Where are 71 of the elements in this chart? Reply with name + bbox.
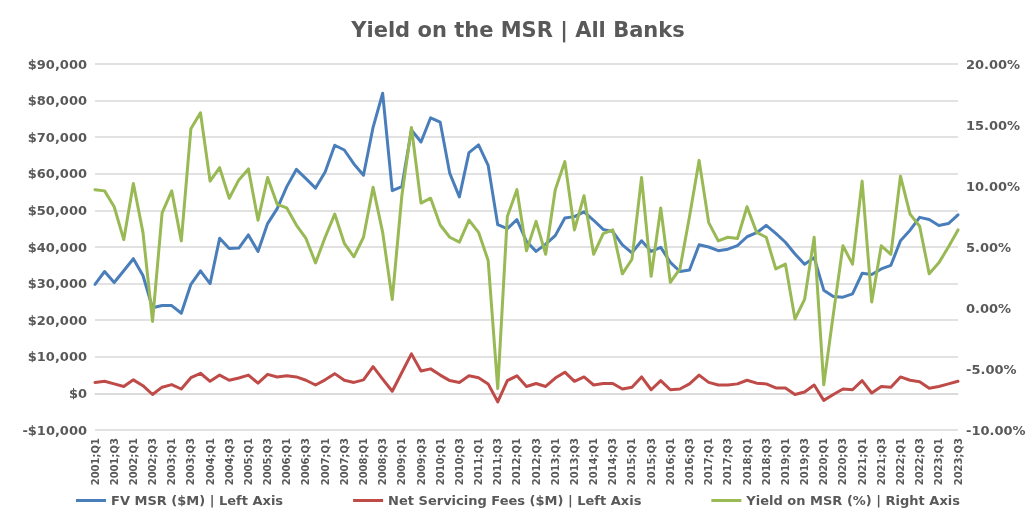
x-tick-label: 2022;Q3 (914, 437, 926, 486)
x-tick-label: 2023;Q3 (952, 437, 964, 486)
x-tick-label: 2014;Q3 (607, 437, 619, 486)
x-tick-label: 2018;Q1 (741, 437, 753, 486)
y-tick-label: $60,000 (27, 166, 87, 182)
x-tick-label: 2021;Q1 (856, 437, 868, 486)
x-tick-label: 2003;Q1 (166, 437, 178, 486)
x-tick-label: 2007;Q3 (338, 437, 350, 486)
legend-label: FV MSR ($M) | Left Axis (111, 493, 284, 508)
x-tick-label: 2023;Q1 (933, 437, 945, 486)
x-tick-label: 2021;Q3 (875, 437, 887, 486)
y2-tick-label: 0.00% (966, 300, 1012, 316)
x-tick-label: 2019;Q3 (799, 437, 811, 486)
x-tick-label: 2008;Q3 (377, 437, 389, 486)
x-tick-label: 2019;Q1 (779, 437, 791, 486)
x-tick-label: 2011;Q1 (473, 437, 485, 486)
x-tick-label: 2001;Q1 (89, 437, 101, 486)
y-tick-label: $50,000 (27, 202, 87, 218)
y2-tick-label: 10.00% (966, 178, 1021, 194)
line-series (93, 91, 960, 315)
x-tick-label: 2012;Q1 (511, 437, 523, 486)
x-tick-label: 2011;Q3 (492, 437, 504, 486)
x-tick-label: 2004;Q1 (204, 437, 216, 486)
line-series (93, 352, 960, 404)
y2-tick-label: 15.00% (966, 117, 1021, 133)
x-tick-label: 2004;Q3 (223, 437, 235, 486)
x-tick-label: 2020;Q3 (837, 437, 849, 486)
y-tick-label: $70,000 (27, 129, 87, 145)
x-tick-label: 2016;Q3 (684, 437, 696, 486)
x-tick-label: 2002;Q1 (127, 437, 139, 486)
x-tick-label: 2010;Q1 (434, 437, 446, 486)
legend-label: Net Servicing Fees ($M) | Left Axis (388, 493, 642, 508)
y-tick-label: $10,000 (27, 349, 87, 365)
y-tick-label: $30,000 (27, 276, 87, 292)
x-tick-label: 2014;Q1 (588, 437, 600, 486)
y2-tick-label: 20.00% (966, 56, 1021, 72)
y-tick-label: $90,000 (27, 56, 87, 72)
x-tick-label: 2020;Q1 (818, 437, 830, 486)
x-tick-label: 2009;Q1 (396, 437, 408, 486)
x-tick-label: 2016;Q1 (664, 437, 676, 486)
x-tick-label: 2005;Q3 (262, 437, 274, 486)
x-tick-label: 2015;Q1 (626, 437, 638, 486)
x-tick-label: 2002;Q3 (147, 437, 159, 486)
x-tick-label: 2012;Q3 (530, 437, 542, 486)
x-tick-label: 2001;Q3 (108, 437, 120, 486)
x-tick-label: 2018;Q3 (760, 437, 772, 486)
x-tick-label: 2008;Q1 (357, 437, 369, 486)
y-tick-label: $20,000 (27, 312, 87, 328)
x-tick-label: 2006;Q1 (281, 437, 293, 486)
chart-title: Yield on the MSR | All Banks (350, 17, 685, 43)
y2-tick-label: -5.00% (966, 361, 1017, 377)
y2-tick-label: 5.00% (966, 239, 1012, 255)
y-tick-label: $40,000 (27, 239, 87, 255)
x-tick-label: 2013;Q3 (568, 437, 580, 486)
y-tick-label: -$10,000 (22, 422, 87, 438)
x-tick-label: 2017;Q1 (703, 437, 715, 486)
x-tick-label: 2005;Q1 (242, 437, 254, 486)
x-tick-label: 2010;Q3 (453, 437, 465, 486)
x-tick-label: 2009;Q3 (415, 437, 427, 486)
x-tick-label: 2013;Q1 (549, 437, 561, 486)
legend-label: Yield on MSR (%) | Right Axis (745, 493, 961, 508)
y2-tick-label: -10.00% (966, 422, 1026, 438)
x-tick-label: 2022;Q1 (894, 437, 906, 486)
x-tick-label: 2003;Q3 (185, 437, 197, 486)
x-tick-label: 2007;Q1 (319, 437, 331, 486)
line-series (93, 111, 960, 391)
x-tick-label: 2017;Q3 (722, 437, 734, 486)
x-tick-label: 2006;Q3 (300, 437, 312, 486)
x-tick-label: 2015;Q3 (645, 437, 657, 486)
y-tick-label: $0 (68, 385, 87, 401)
y-tick-label: $80,000 (27, 93, 87, 109)
